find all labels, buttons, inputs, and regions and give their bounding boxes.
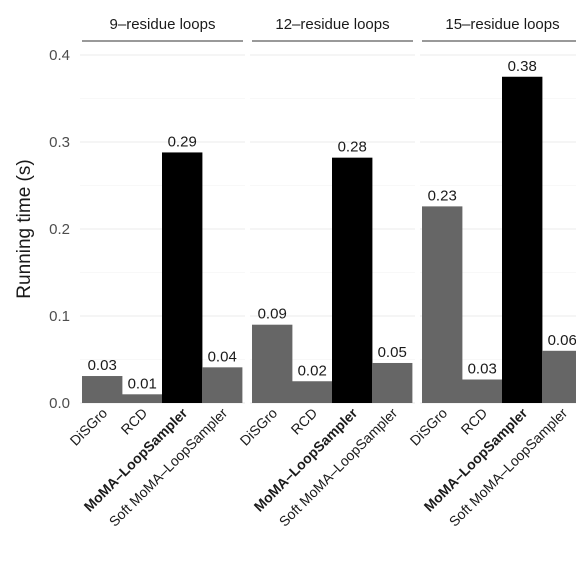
value-label: 0.28 (338, 139, 367, 156)
bar (162, 152, 203, 403)
x-tick-label: RCD (118, 405, 151, 438)
y-tick-label: 0.1 (49, 308, 70, 325)
value-label: 0.04 (208, 348, 237, 365)
panel-titles: 9–residue loops 12–residue loops 15–residu… (82, 16, 576, 42)
bar (502, 76, 543, 403)
y-tick-label: 0.3 (49, 134, 70, 151)
value-label: 0.05 (378, 344, 407, 361)
y-tick-labels: 0.0 0.1 0.2 0.3 0.4 (49, 47, 70, 412)
bar (372, 362, 413, 403)
bar (542, 350, 576, 403)
value-label: 0.29 (168, 133, 197, 150)
value-label: 0.03 (468, 361, 497, 378)
bars (82, 76, 576, 403)
bar (252, 324, 293, 403)
x-tick-label: DiSGro (237, 405, 281, 449)
y-tick-label: 0.2 (49, 221, 70, 238)
y-tick-label: 0.0 (49, 395, 70, 412)
panel-title: 15–residue loops (445, 16, 559, 33)
bar (122, 394, 163, 403)
x-tick-label: DiSGro (407, 405, 451, 449)
value-label: 0.09 (258, 306, 287, 323)
bar (332, 157, 373, 403)
value-labels: 0.03 0.01 0.29 0.04 0.09 0.02 0.28 0.05 0.23 0.03… (88, 58, 576, 393)
bar (422, 206, 463, 403)
bar (202, 367, 243, 403)
value-label: 0.23 (428, 187, 457, 204)
gridlines (80, 54, 576, 404)
x-tick-label: DiSGro (67, 405, 111, 449)
value-label: 0.03 (88, 357, 117, 374)
bar (82, 376, 123, 403)
x-tick-label: RCD (458, 405, 491, 438)
value-label: 0.01 (128, 375, 157, 392)
y-axis-label: Running time (s) (14, 159, 35, 298)
bar (292, 381, 333, 403)
x-tick-label: RCD (288, 405, 321, 438)
bar (462, 379, 503, 403)
value-label: 0.38 (508, 58, 537, 75)
value-label: 0.02 (298, 362, 327, 379)
y-tick-label: 0.4 (49, 47, 70, 64)
panel-title: 9–residue loops (110, 16, 216, 33)
panel-title: 12–residue loops (275, 16, 389, 33)
value-label: 0.06 (548, 332, 576, 349)
